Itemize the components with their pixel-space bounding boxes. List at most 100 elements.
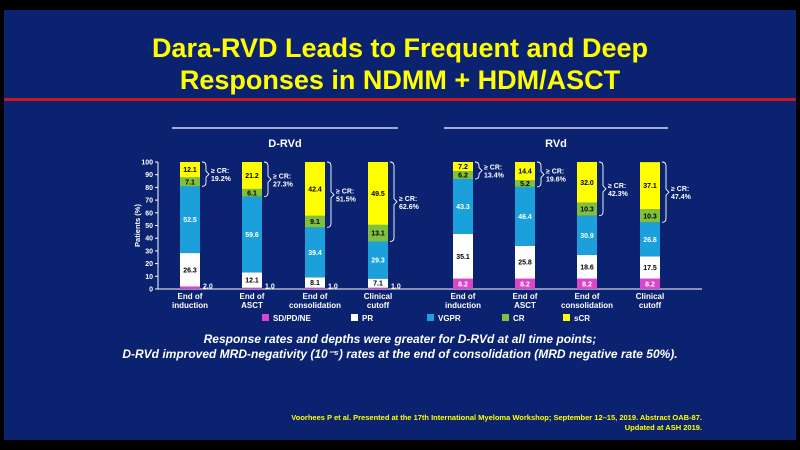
legend-label: VGPR xyxy=(438,314,461,323)
caption-line-1: Response rates and depths were greater f… xyxy=(203,332,597,346)
legend-swatch xyxy=(427,314,434,321)
bar-segment xyxy=(242,272,262,288)
x-tick-label: ASCT xyxy=(241,301,263,310)
slide-title: Dara-RVD Leads to Frequent and Deep Resp… xyxy=(0,32,800,96)
data-label: 8.2 xyxy=(645,281,655,288)
bar-segment xyxy=(242,188,262,197)
data-label: 29.3 xyxy=(371,258,385,265)
data-label: 8.2 xyxy=(458,281,468,288)
legend-label: SD/PD/NE xyxy=(273,314,311,323)
bar-segment xyxy=(640,222,660,257)
bar-segment xyxy=(453,234,473,279)
data-label: 2.0 xyxy=(203,284,213,291)
x-tick-label: End of xyxy=(303,292,328,301)
legend-label: sCR xyxy=(574,314,590,323)
cr-brace xyxy=(326,161,335,228)
bar-segment xyxy=(180,162,200,178)
bar-segment xyxy=(453,179,473,235)
bar-segment xyxy=(368,224,388,242)
bar-segment xyxy=(305,215,325,228)
caption-line-2: D-RVd improved MRD-negativity (10⁻⁵) rat… xyxy=(122,347,678,361)
data-label: 49.5 xyxy=(371,191,385,198)
data-label: 1.0 xyxy=(328,284,338,291)
y-tick-label: 60 xyxy=(145,210,153,217)
y-tick-label: 80 xyxy=(145,185,153,192)
cr-rate-label: 13.4% xyxy=(484,173,505,180)
cr-brace xyxy=(661,161,670,223)
bar-segment xyxy=(180,186,200,254)
data-label: 26.3 xyxy=(183,267,197,274)
data-label: 12.1 xyxy=(183,167,197,174)
bar-segment xyxy=(577,202,597,216)
title-line-2: Responses in NDMM + HDM/ASCT xyxy=(179,65,621,95)
x-tick-label: End of xyxy=(575,292,600,301)
y-tick-label: 100 xyxy=(141,160,153,167)
bar-segment xyxy=(180,177,200,187)
data-label: 26.8 xyxy=(643,237,657,244)
cr-rate-label: 42.3% xyxy=(608,191,629,198)
group-header: RVd xyxy=(545,138,567,150)
cr-rate-label: ≥ CR: xyxy=(484,165,502,172)
bar-segment xyxy=(640,256,660,279)
data-label: 7.1 xyxy=(373,281,383,288)
cr-brace xyxy=(263,161,272,198)
group-header: D-RVd xyxy=(268,138,301,150)
bar-segment xyxy=(368,162,388,225)
legend-label: CR xyxy=(513,314,525,323)
y-tick-label: 90 xyxy=(145,172,153,179)
bar-segment xyxy=(242,287,262,289)
data-label: 7.2 xyxy=(458,164,468,171)
y-tick-label: 30 xyxy=(145,248,153,255)
bar-segment xyxy=(305,277,325,288)
data-label: 25.8 xyxy=(518,260,532,267)
bar-segment xyxy=(180,253,200,287)
y-tick-label: 10 xyxy=(145,274,153,281)
slide-background xyxy=(4,10,796,440)
bar-segment xyxy=(640,162,660,210)
data-label: 17.5 xyxy=(643,265,657,272)
cr-rate-label: ≥ CR: xyxy=(273,173,291,180)
data-label: 10.3 xyxy=(643,213,657,220)
data-label: 9.1 xyxy=(310,219,320,226)
data-label: 8.2 xyxy=(582,281,592,288)
bar-segment xyxy=(515,278,535,289)
data-label: 21.2 xyxy=(245,173,259,180)
y-tick-label: 40 xyxy=(145,236,153,243)
bar-segment xyxy=(577,162,597,203)
cr-rate-label: ≥ CR: xyxy=(608,183,626,190)
data-label: 52.5 xyxy=(183,217,197,224)
x-tick-label: End of xyxy=(178,292,203,301)
x-tick-label: Clinical xyxy=(636,292,664,301)
bar-segment xyxy=(305,227,325,278)
data-label: 18.6 xyxy=(580,264,594,271)
bar-segment xyxy=(453,278,473,289)
x-tick-label: cutoff xyxy=(639,301,662,310)
data-label: 8.1 xyxy=(310,280,320,287)
bar-segment xyxy=(640,278,660,289)
cr-rate-label: ≥ CR: xyxy=(546,168,564,175)
citation-line-2: Updated at ASH 2019. xyxy=(624,423,702,432)
x-tick-label: End of xyxy=(451,292,476,301)
bar-segment xyxy=(453,162,473,172)
cr-rate-label: 19.2% xyxy=(211,176,232,183)
cr-rate-label: ≥ CR: xyxy=(671,186,689,193)
y-tick-label: 20 xyxy=(145,261,153,268)
cr-brace xyxy=(389,161,398,242)
bar-segment xyxy=(640,209,660,223)
bar-segment xyxy=(453,171,473,180)
x-tick-label: ASCT xyxy=(514,301,536,310)
legend-swatch xyxy=(502,314,509,321)
title-line-1: Dara-RVD Leads to Frequent and Deep xyxy=(151,33,649,63)
data-label: 32.0 xyxy=(580,180,594,187)
data-label: 8.2 xyxy=(520,281,530,288)
legend-swatch xyxy=(351,314,358,321)
data-label: 42.4 xyxy=(308,186,322,193)
x-tick-label: End of xyxy=(513,292,538,301)
data-label: 6.1 xyxy=(247,190,257,197)
legend-swatch xyxy=(563,314,570,321)
data-label: 13.1 xyxy=(371,231,385,238)
data-label: 1.0 xyxy=(265,284,275,291)
citation-line-1: Voorhees P et al. Presented at the 17th … xyxy=(291,413,702,422)
bar-segment xyxy=(305,287,325,289)
data-label: 39.4 xyxy=(308,250,322,257)
